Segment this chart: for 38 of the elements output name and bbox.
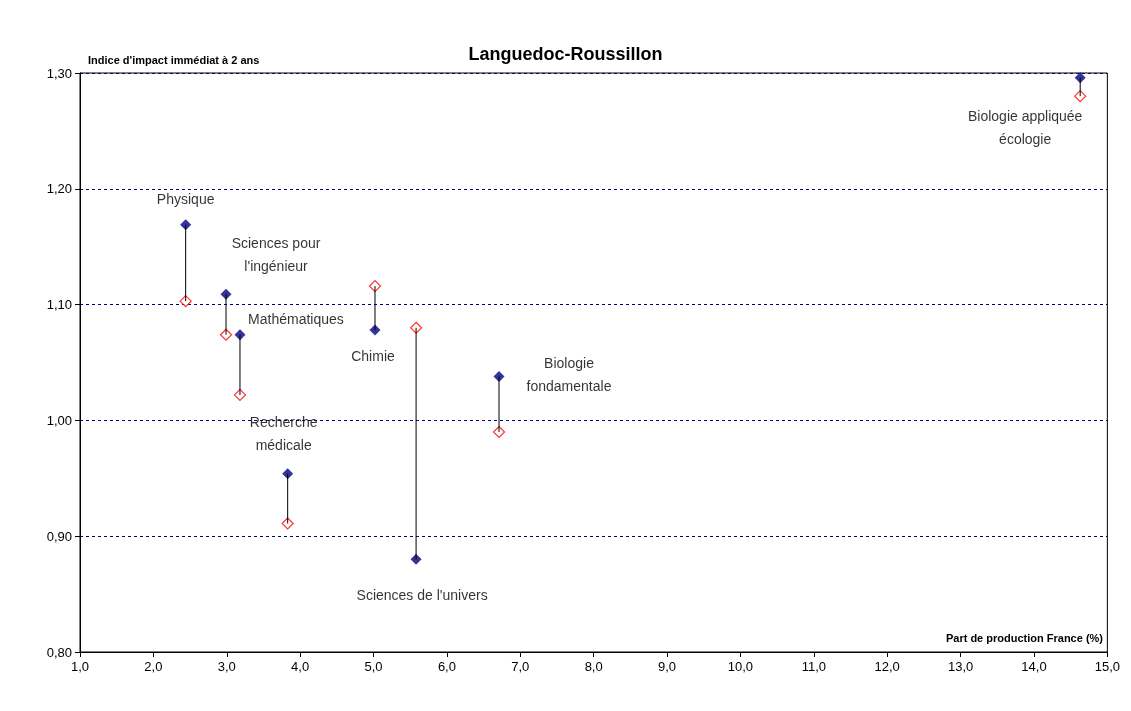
annotation: Sciences de l'univers <box>356 587 488 604</box>
x-tick-label: 13,0 <box>947 659 974 674</box>
y-tick-label: 0,90 <box>46 528 72 544</box>
x-tick-label: 4,0 <box>291 659 310 674</box>
y-tick-label: 1,00 <box>46 412 72 428</box>
chart-title: Languedoc-Roussillon <box>468 44 663 64</box>
y-tick-label: 1,20 <box>46 181 72 197</box>
annotation: Mathématiques <box>248 310 344 327</box>
x-tick-label: 1,0 <box>70 659 90 674</box>
annotation: Physique <box>156 190 215 207</box>
y-tick-label: 1,10 <box>46 297 72 313</box>
y-tick-label: 0,80 <box>46 644 72 660</box>
annotation: Biologie appliquée écologie <box>967 108 1083 148</box>
point <box>281 517 294 530</box>
y-axis-title: Indice d'impact immédiat à 2 ans <box>88 53 260 66</box>
point <box>1074 72 1086 84</box>
x-tick-label: 8,0 <box>584 659 603 674</box>
point <box>1074 90 1087 103</box>
annotation: Recherche médicale <box>249 414 318 454</box>
x-tick-label: 2,0 <box>144 659 163 674</box>
x-tick-label: 11,0 <box>801 659 826 674</box>
x-tick-label: 14,0 <box>1021 659 1047 674</box>
y-tick-label: 1,30 <box>46 65 72 81</box>
point <box>180 219 192 231</box>
point <box>282 468 294 480</box>
x-tick-label: 9,0 <box>658 659 677 674</box>
point <box>179 295 192 308</box>
x-tick-label: 10,0 <box>727 659 754 674</box>
x-axis-title: Part de production France (%) <box>945 631 1104 644</box>
x-tick-label: 12,0 <box>874 659 900 674</box>
x-tick-label: 7,0 <box>511 659 530 674</box>
x-tick-label: 3,0 <box>217 659 236 674</box>
annotation: Sciences pour l'ingénieur <box>231 234 321 274</box>
x-tick-label: 15,0 <box>1094 659 1121 674</box>
annotation: Chimie <box>351 348 395 365</box>
x-tick-label: 5,0 <box>364 659 383 674</box>
x-tick-label: 6,0 <box>437 659 456 674</box>
annotation: Biologie fondamentale <box>526 354 612 394</box>
